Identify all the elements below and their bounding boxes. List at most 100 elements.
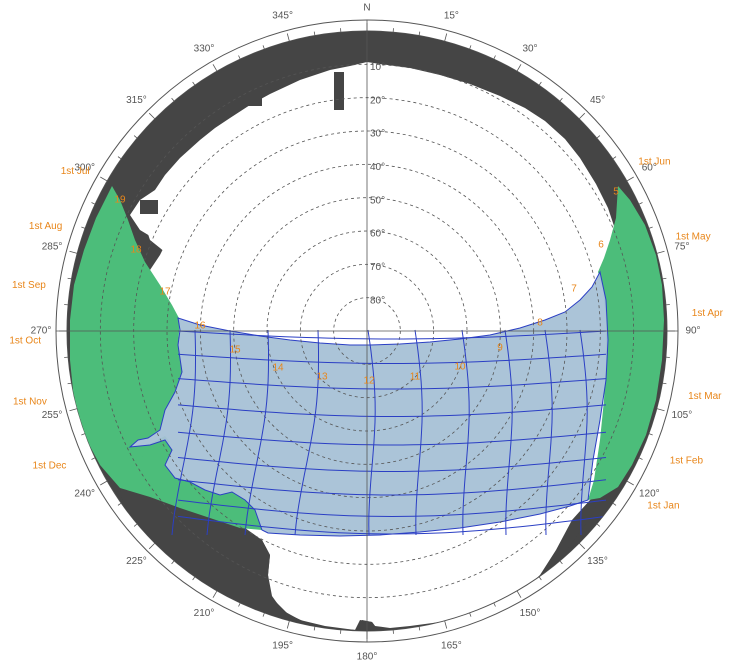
obstruction-block-west: [140, 200, 158, 214]
month-label: 1st Aug: [29, 221, 62, 232]
hour-label: 7: [571, 284, 577, 295]
north-label: N: [363, 3, 370, 14]
azimuth-label: 120°: [639, 489, 660, 500]
month-label: 1st Jul: [61, 166, 90, 177]
altitude-label: 60°: [370, 229, 385, 240]
azimuth-tick: [627, 481, 634, 485]
azimuth-tick: [494, 603, 496, 607]
azimuth-tick: [445, 33, 447, 41]
hour-label: 9: [497, 343, 503, 354]
azimuth-tick: [657, 251, 665, 253]
azimuth-tick: [68, 383, 72, 384]
azimuth-tick: [649, 434, 653, 435]
azimuth-label: 180°: [357, 652, 378, 661]
hour-label: 18: [130, 245, 142, 256]
azimuth-label: 75°: [674, 241, 689, 252]
azimuth-tick: [69, 251, 77, 253]
azimuth-tick: [662, 278, 666, 279]
month-label: 1st Jan: [647, 500, 679, 511]
azimuth-tick: [470, 613, 471, 617]
altitude-label: 70°: [370, 262, 385, 273]
azimuth-tick: [314, 626, 315, 630]
obstruction-pole-north: [334, 72, 344, 110]
azimuth-label: 135°: [587, 556, 608, 567]
azimuth-tick: [81, 434, 85, 435]
hour-label: 14: [272, 363, 284, 374]
azimuth-label: 90°: [685, 326, 700, 337]
hour-label: 16: [194, 321, 206, 332]
azimuth-tick: [134, 524, 137, 527]
azimuth-label: 30°: [522, 43, 537, 54]
hour-label: 8: [537, 318, 543, 329]
azimuth-tick: [100, 177, 107, 181]
azimuth-tick: [213, 591, 217, 598]
azimuth-tick: [193, 82, 195, 85]
azimuth-tick: [100, 481, 107, 485]
obstruction-block-nw: [248, 92, 262, 106]
month-label: 1st Oct: [9, 336, 41, 347]
azimuth-tick: [419, 626, 420, 630]
azimuth-tick: [560, 561, 563, 564]
azimuth-tick: [517, 64, 521, 71]
month-label: 1st Mar: [688, 391, 722, 402]
azimuth-tick: [639, 458, 643, 460]
azimuth-tick: [239, 55, 241, 59]
month-label: 1st May: [676, 231, 711, 242]
hour-label: 13: [316, 372, 328, 383]
azimuth-tick: [172, 561, 175, 564]
azimuth-tick: [613, 503, 616, 505]
azimuth-tick: [517, 591, 521, 598]
azimuth-tick: [118, 157, 121, 159]
azimuth-tick: [597, 136, 600, 139]
azimuth-tick: [445, 621, 447, 629]
hour-label: 11: [410, 372, 421, 383]
azimuth-label: 225°: [126, 556, 147, 567]
azimuth-tick: [172, 98, 175, 101]
hour-label: 10: [454, 362, 466, 373]
azimuth-tick: [579, 113, 585, 119]
azimuth-tick: [91, 458, 95, 460]
azimuth-label: 330°: [194, 43, 215, 54]
azimuth-label: 255°: [42, 410, 63, 421]
month-label: 1st Nov: [13, 397, 47, 408]
azimuth-tick: [287, 621, 289, 629]
azimuth-label: 150°: [520, 608, 541, 619]
hour-label: 12: [363, 376, 375, 387]
hour-label: 19: [114, 195, 126, 206]
azimuth-tick: [657, 409, 665, 411]
azimuth-tick: [118, 503, 121, 505]
azimuth-tick: [494, 55, 496, 59]
azimuth-tick: [193, 577, 195, 580]
month-label: 1st Dec: [33, 461, 67, 472]
azimuth-tick: [560, 98, 563, 101]
azimuth-tick: [314, 32, 315, 36]
azimuth-tick: [419, 32, 420, 36]
month-label: 1st Feb: [670, 456, 704, 467]
azimuth-label: 315°: [126, 95, 147, 106]
azimuth-label: 195°: [272, 641, 293, 652]
hour-label: 6: [598, 240, 604, 251]
azimuth-tick: [470, 45, 471, 49]
azimuth-label: 45°: [590, 95, 605, 106]
azimuth-tick: [597, 524, 600, 527]
hour-label: 15: [229, 345, 241, 356]
month-label: 1st Jun: [638, 157, 670, 168]
azimuth-label: 165°: [441, 641, 462, 652]
azimuth-tick: [627, 177, 634, 181]
azimuth-label: 15°: [444, 11, 459, 22]
azimuth-label: 105°: [672, 410, 693, 421]
azimuth-tick: [81, 227, 85, 228]
azimuth-tick: [149, 543, 155, 549]
altitude-label: 50°: [370, 195, 385, 206]
month-label: 1st Sep: [12, 280, 46, 291]
azimuth-tick: [263, 45, 264, 49]
hour-label: 5: [613, 187, 619, 198]
azimuth-label: 285°: [42, 241, 63, 252]
azimuth-tick: [91, 203, 95, 205]
azimuth-tick: [579, 543, 585, 549]
azimuth-tick: [639, 203, 643, 205]
altitude-label: 20°: [370, 95, 385, 106]
azimuth-tick: [149, 113, 155, 119]
altitude-label: 10°: [370, 62, 385, 73]
